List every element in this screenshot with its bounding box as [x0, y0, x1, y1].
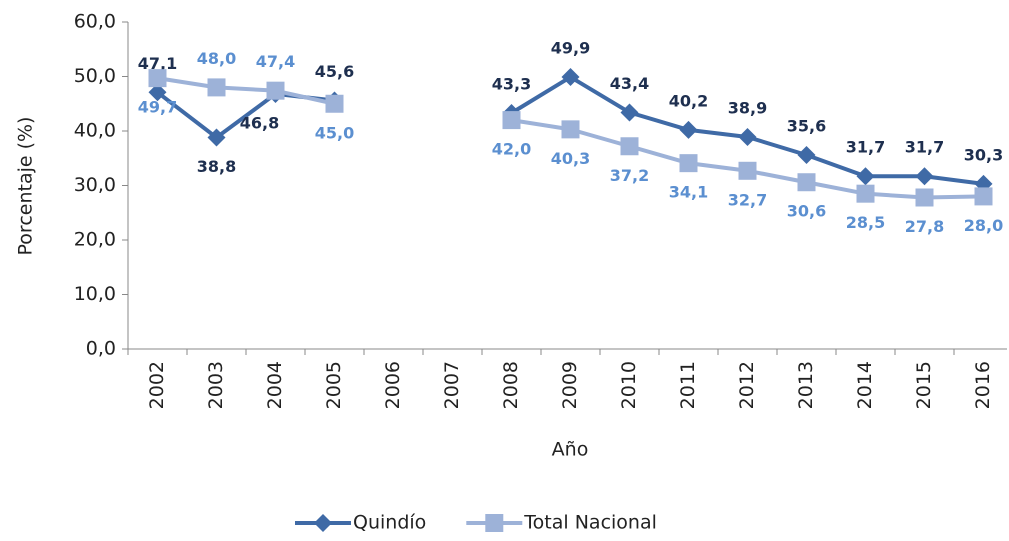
marker [207, 78, 226, 97]
y-tick-label: 30,0 [74, 174, 116, 196]
marker [620, 137, 639, 156]
value-label: 46,8 [240, 113, 279, 132]
legend-label: Total Nacional [523, 512, 657, 534]
legend-marker [314, 514, 332, 532]
value-label: 30,3 [964, 145, 1003, 164]
marker [679, 120, 698, 139]
value-label: 48,0 [197, 49, 236, 68]
marker [502, 111, 521, 130]
x-tick-label: 2004 [264, 361, 286, 409]
x-tick-label: 2006 [382, 361, 404, 409]
y-axis-title: Porcentaje (%) [15, 117, 37, 256]
y-tick-label: 40,0 [74, 120, 116, 142]
y-tick-label: 0,0 [86, 338, 116, 360]
x-tick-label: 2016 [972, 361, 994, 409]
y-tick-label: 20,0 [74, 229, 116, 251]
marker [856, 167, 875, 186]
value-label: 28,0 [964, 216, 1003, 235]
marker [325, 94, 344, 113]
value-label: 49,9 [551, 39, 590, 58]
value-label: 49,7 [138, 98, 177, 117]
marker [738, 161, 757, 180]
value-label: 32,7 [728, 190, 767, 209]
marker [620, 103, 639, 122]
y-tick-label: 60,0 [74, 11, 116, 33]
legend-label: Quindío [353, 512, 426, 534]
value-label: 47,1 [138, 54, 177, 73]
x-tick-label: 2012 [736, 361, 758, 409]
x-tick-label: 2010 [618, 361, 640, 409]
x-tick-label: 2014 [854, 361, 876, 409]
value-label: 45,0 [315, 123, 354, 142]
x-axis-title: Año [552, 439, 589, 461]
value-label: 43,3 [492, 75, 531, 94]
marker [679, 154, 698, 173]
value-label: 31,7 [846, 138, 885, 157]
value-label: 34,1 [669, 183, 708, 202]
marker [561, 68, 580, 87]
x-tick-label: 2005 [323, 361, 345, 409]
x-tick-label: 2009 [559, 361, 581, 409]
value-label: 38,8 [197, 157, 236, 176]
x-tick-label: 2011 [677, 361, 699, 409]
value-label: 35,6 [787, 116, 826, 135]
value-label: 40,3 [551, 149, 590, 168]
marker [148, 69, 167, 88]
value-label: 31,7 [905, 138, 944, 157]
x-tick-label: 2013 [795, 361, 817, 409]
value-label: 47,4 [256, 52, 295, 71]
legend-marker [485, 514, 504, 532]
value-label: 40,2 [669, 91, 708, 110]
y-tick-label: 10,0 [74, 283, 116, 305]
x-tick-label: 2007 [441, 361, 463, 409]
value-label: 28,5 [846, 213, 885, 232]
value-label: 38,9 [728, 98, 767, 117]
marker [797, 173, 816, 192]
marker [915, 167, 934, 186]
marker [974, 187, 993, 206]
marker [738, 127, 757, 146]
x-tick-label: 2002 [146, 361, 168, 409]
value-label: 37,2 [610, 166, 649, 185]
x-tick-label: 2008 [500, 361, 522, 409]
marker [207, 128, 226, 147]
value-label: 42,0 [492, 140, 531, 159]
x-tick-label: 2015 [913, 361, 935, 409]
x-tick-label: 2003 [205, 361, 227, 409]
y-tick-label: 50,0 [74, 65, 116, 87]
marker [797, 145, 816, 164]
marker [915, 188, 934, 207]
value-label: 45,6 [315, 62, 354, 81]
marker [148, 83, 167, 102]
marker [856, 184, 875, 203]
marker [266, 81, 285, 100]
value-label: 30,6 [787, 202, 826, 221]
value-label: 27,8 [905, 217, 944, 236]
marker [561, 120, 580, 139]
value-label: 43,4 [610, 74, 649, 93]
